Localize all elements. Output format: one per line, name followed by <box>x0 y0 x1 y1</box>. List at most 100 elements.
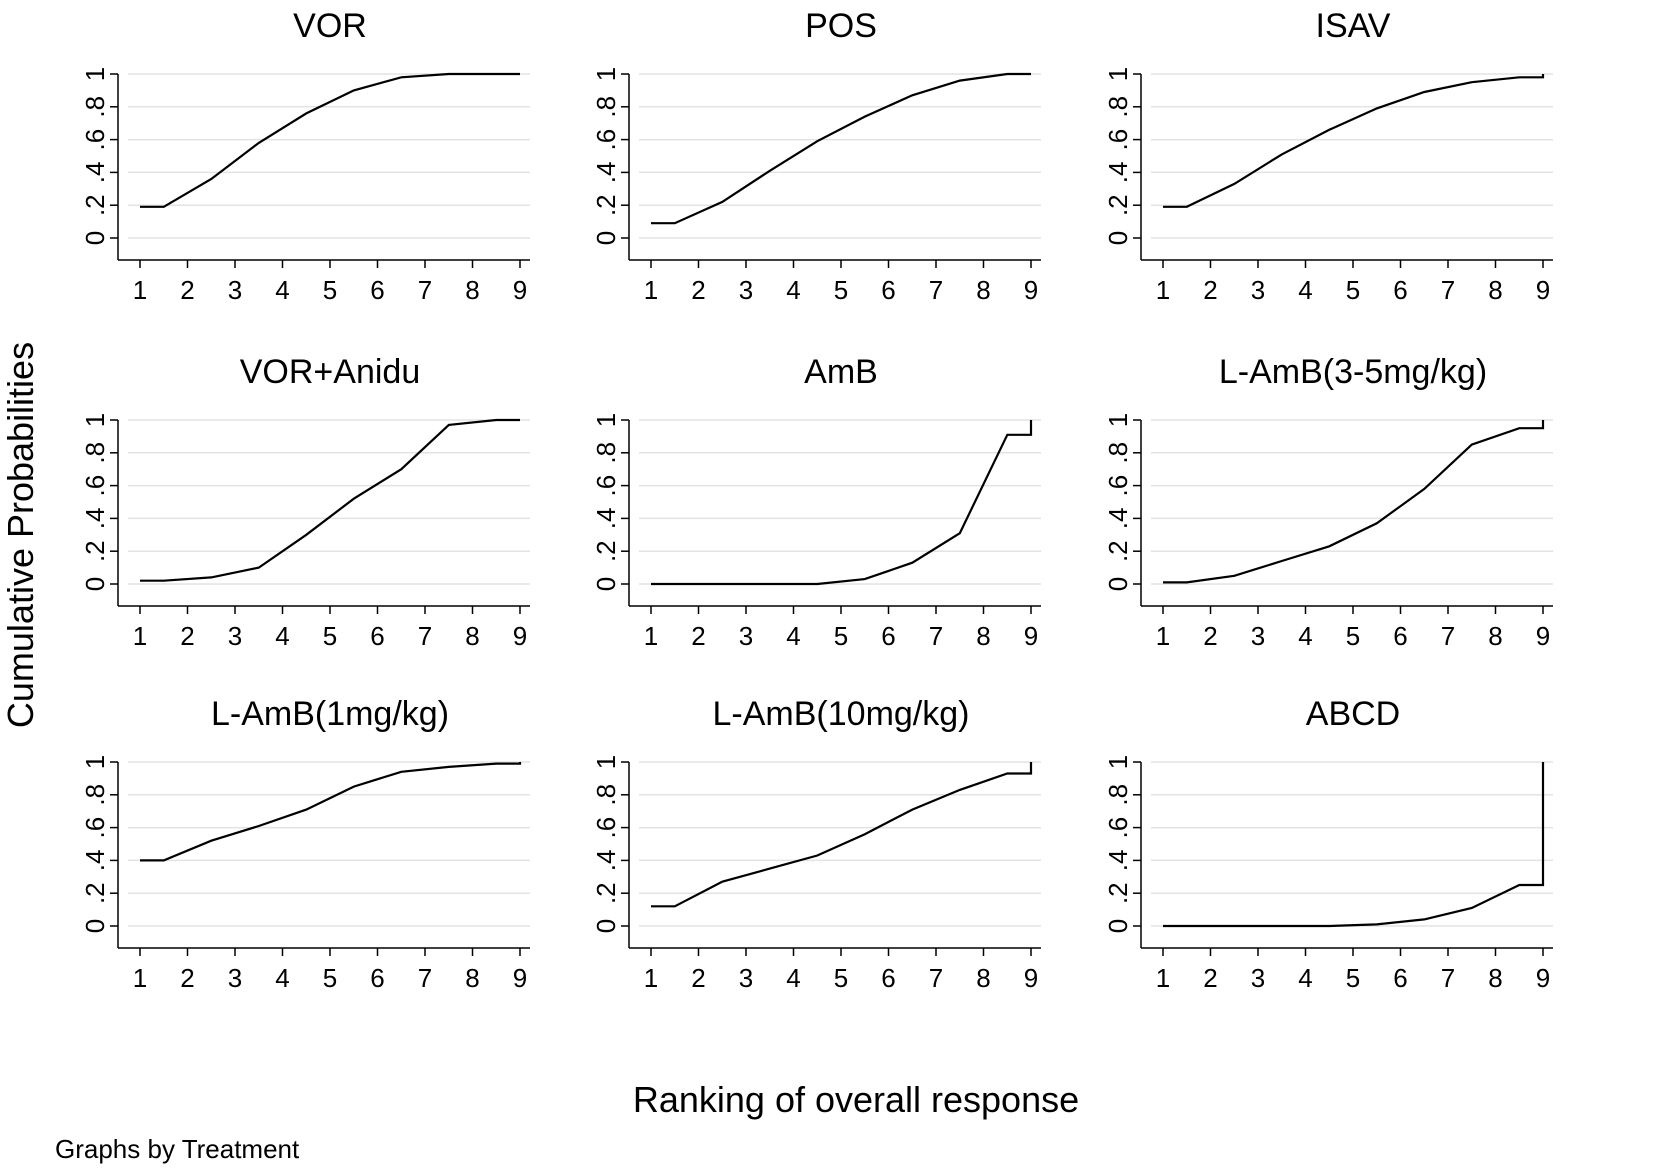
x-tick-label: 9 <box>1536 275 1550 305</box>
x-tick-label: 9 <box>1024 275 1038 305</box>
x-tick-label: 3 <box>739 963 753 993</box>
x-tick-label: 7 <box>929 621 943 651</box>
x-tick-label: 3 <box>1251 963 1265 993</box>
x-tick-label: 8 <box>976 963 990 993</box>
y-tick-label: .8 <box>80 784 110 806</box>
x-tick-label: 5 <box>834 621 848 651</box>
panel-pos: POS 0 .2 .4 .6 .8 1 1 2 3 4 5 6 7 8 9 <box>591 7 1041 305</box>
x-axis-title: Ranking of overall response <box>633 1079 1079 1120</box>
graphs-by-note: Graphs by Treatment <box>55 1134 300 1164</box>
x-tick-label: 5 <box>1346 621 1360 651</box>
panel-vor: VOR 0 .2 .4 .6 .8 1 1 2 3 4 5 6 7 8 9 <box>80 7 530 305</box>
x-tick-label: 9 <box>1024 621 1038 651</box>
x-tick-label: 7 <box>1441 963 1455 993</box>
series-line <box>651 72 1031 225</box>
y-tick-label: 1 <box>80 413 110 427</box>
x-tick-label: 8 <box>465 963 479 993</box>
y-tick-label: 1 <box>1103 755 1133 769</box>
x-tick-label: 8 <box>465 275 479 305</box>
y-tick-label: .2 <box>591 540 621 562</box>
y-tick-label: .8 <box>80 442 110 464</box>
x-tick-label: 9 <box>1536 621 1550 651</box>
series-line <box>1163 762 1545 928</box>
y-tick-label: .6 <box>80 817 110 839</box>
x-tick-label: 3 <box>228 275 242 305</box>
y-tick-label: .6 <box>591 817 621 839</box>
x-tick-label: 2 <box>180 275 194 305</box>
y-tick-label: .8 <box>591 784 621 806</box>
y-tick-label: .2 <box>591 882 621 904</box>
panels: VOR 0 .2 .4 .6 .8 1 1 2 3 4 5 6 7 8 9 POS 0 .2 .4 .6 .8 1 1 2 3 4 5… <box>80 7 1553 993</box>
x-tick-label: 2 <box>691 963 705 993</box>
y-tick-label: .4 <box>591 850 621 872</box>
x-tick-label: 4 <box>786 963 800 993</box>
panel-l-amb-10mg-kg: L-AmB(10mg/kg) 0 .2 .4 .6 .8 1 1 2 3 4 5 6 7 8 9 <box>591 695 1041 993</box>
x-tick-label: 6 <box>881 621 895 651</box>
x-tick-label: 5 <box>834 963 848 993</box>
y-tick-label: 0 <box>1103 231 1133 245</box>
x-tick-label: 6 <box>370 621 384 651</box>
panel-l-amb-3-5mg-kg: L-AmB(3-5mg/kg) 0 .2 .4 .6 .8 1 1 2 3 4 5 6 7 8 9 <box>1103 353 1553 651</box>
panel-title: AmB <box>804 353 878 391</box>
x-tick-label: 1 <box>1156 963 1170 993</box>
x-tick-label: 9 <box>513 963 527 993</box>
y-tick-label: .8 <box>1103 96 1133 118</box>
x-tick-label: 6 <box>1393 275 1407 305</box>
y-tick-label: .6 <box>1103 129 1133 151</box>
x-tick-label: 9 <box>1536 963 1550 993</box>
y-tick-label: 1 <box>591 755 621 769</box>
panel-abcd: ABCD 0 .2 .4 .6 .8 1 1 2 3 4 5 6 7 8 9 <box>1103 695 1553 993</box>
x-tick-label: 4 <box>275 275 289 305</box>
x-tick-label: 4 <box>1298 275 1312 305</box>
x-tick-label: 5 <box>1346 963 1360 993</box>
x-tick-label: 6 <box>370 963 384 993</box>
y-tick-label: .4 <box>1103 508 1133 530</box>
y-tick-label: .6 <box>591 475 621 497</box>
x-tick-label: 1 <box>644 621 658 651</box>
x-tick-label: 1 <box>1156 275 1170 305</box>
x-tick-label: 3 <box>1251 275 1265 305</box>
x-tick-label: 1 <box>133 621 147 651</box>
y-tick-label: .8 <box>591 96 621 118</box>
x-tick-label: 9 <box>513 275 527 305</box>
panel-title: L-AmB(10mg/kg) <box>713 695 970 733</box>
y-tick-label: .4 <box>80 162 110 184</box>
x-tick-label: 3 <box>228 621 242 651</box>
series-line <box>1163 420 1545 584</box>
x-tick-label: 2 <box>180 963 194 993</box>
x-tick-label: 6 <box>1393 621 1407 651</box>
x-tick-label: 9 <box>1024 963 1038 993</box>
x-tick-label: 2 <box>691 275 705 305</box>
panel-l-amb-1mg-kg: L-AmB(1mg/kg) 0 .2 .4 .6 .8 1 1 2 3 4 5 6 7 8 9 <box>80 695 530 993</box>
y-tick-label: 0 <box>591 577 621 591</box>
series-line <box>1163 74 1545 208</box>
panel-title: ABCD <box>1306 695 1400 733</box>
y-tick-label: .2 <box>1103 194 1133 216</box>
x-tick-label: 1 <box>644 963 658 993</box>
x-tick-label: 3 <box>739 275 753 305</box>
y-tick-label: .8 <box>1103 784 1133 806</box>
x-tick-label: 8 <box>1488 963 1502 993</box>
y-tick-label: .4 <box>591 508 621 530</box>
panel-title: POS <box>805 7 877 45</box>
y-tick-label: .8 <box>80 96 110 118</box>
y-tick-label: .2 <box>80 194 110 216</box>
series-line <box>140 762 522 862</box>
x-tick-label: 1 <box>644 275 658 305</box>
x-tick-label: 6 <box>881 275 895 305</box>
y-tick-label: .8 <box>1103 442 1133 464</box>
panel-title: VOR <box>293 7 367 45</box>
x-tick-label: 4 <box>1298 621 1312 651</box>
x-tick-label: 4 <box>1298 963 1312 993</box>
y-tick-label: .8 <box>591 442 621 464</box>
panel-title: L-AmB(3-5mg/kg) <box>1219 353 1487 391</box>
y-tick-label: .4 <box>80 508 110 530</box>
x-tick-label: 4 <box>786 275 800 305</box>
y-tick-label: 1 <box>80 755 110 769</box>
series-line <box>140 418 520 582</box>
y-axis-title: Cumulative Probabilities <box>0 342 41 728</box>
x-tick-label: 7 <box>929 963 943 993</box>
x-tick-label: 1 <box>133 963 147 993</box>
panel-title: ISAV <box>1316 7 1391 45</box>
